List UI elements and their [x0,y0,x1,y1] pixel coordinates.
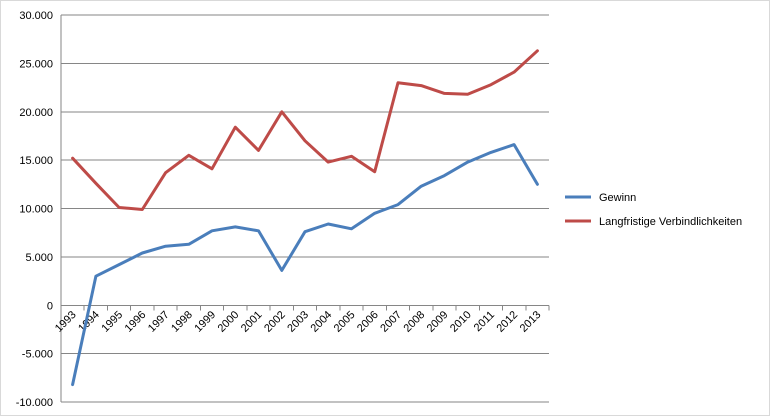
x-tick-label: 2002 [262,309,288,335]
x-tick-label: 2012 [494,309,520,335]
x-tick-label: 2004 [309,309,335,335]
x-tick-label: 1993 [53,309,79,335]
y-tick-label: 20.000 [19,107,53,119]
x-tick-label: 1999 [192,309,218,335]
legend-label: Gewinn [599,192,636,204]
x-tick-label: 2013 [518,309,544,335]
x-tick-label: 2003 [285,309,311,335]
y-tick-label: -5.000 [22,349,53,361]
x-tick-label: 1998 [169,309,195,335]
y-tick-label: 5.000 [25,252,53,264]
y-tick-label: 30.000 [19,10,53,22]
legend: Gewinn Langfristige Verbindlichkeiten [565,192,742,228]
x-tick-label: 2001 [239,309,265,335]
x-axis: 1993199419951996199719981999200020012002… [53,304,550,335]
y-tick-label: 15.000 [19,155,53,167]
series-line-1 [71,143,539,387]
x-tick-label: 2009 [425,309,451,335]
x-tick-label: 2005 [332,309,358,335]
x-tick-label: 1997 [146,309,172,335]
x-tick-label: 2007 [378,309,404,335]
x-tick-label: 2000 [216,309,242,335]
series-lines [71,49,539,387]
y-tick-label: -10.000 [16,397,53,409]
series-line-2 [71,49,539,211]
x-tick-label: 1995 [99,309,125,335]
y-tick-label: 0 [47,300,53,312]
x-tick-label: 2011 [472,309,497,334]
x-tick-label: 1996 [123,309,149,335]
legend-label: Langfristige Verbindlichkeiten [599,216,742,228]
x-tick-label: 2008 [402,309,428,335]
x-tick-label: 2010 [448,309,474,335]
y-axis: -10.000 -5.000 0 5.000 10.000 15.000 20.000 25.… [16,10,62,409]
y-tick-label: 25.000 [19,58,53,70]
x-tick-label: 2006 [355,309,381,335]
y-tick-label: 10.000 [19,204,53,216]
